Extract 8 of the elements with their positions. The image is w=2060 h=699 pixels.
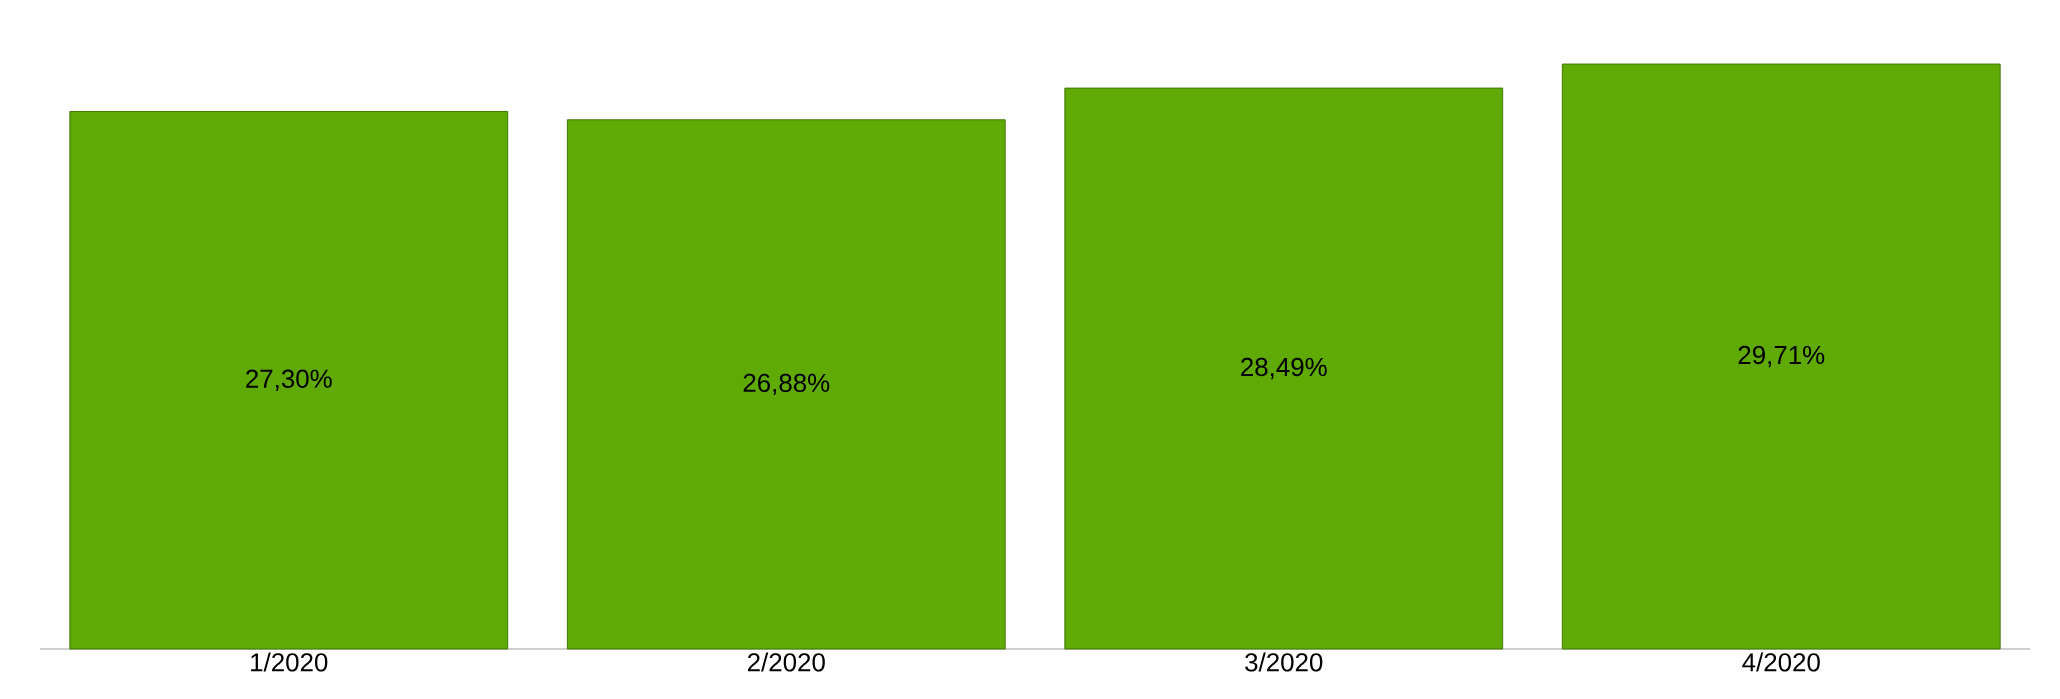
- x-tick-label: 1/2020: [251, 652, 328, 672]
- data-label: 27,30%: [246, 369, 332, 391]
- x-tick-label: 2/2020: [747, 652, 825, 672]
- x-tick-label: 4/2020: [1742, 652, 1820, 672]
- data-label: 28,49%: [1241, 357, 1327, 380]
- data-label: 29,71%: [1738, 345, 1825, 368]
- x-tick-label: 3/2020: [1245, 652, 1323, 672]
- data-label: 26,88%: [743, 373, 830, 396]
